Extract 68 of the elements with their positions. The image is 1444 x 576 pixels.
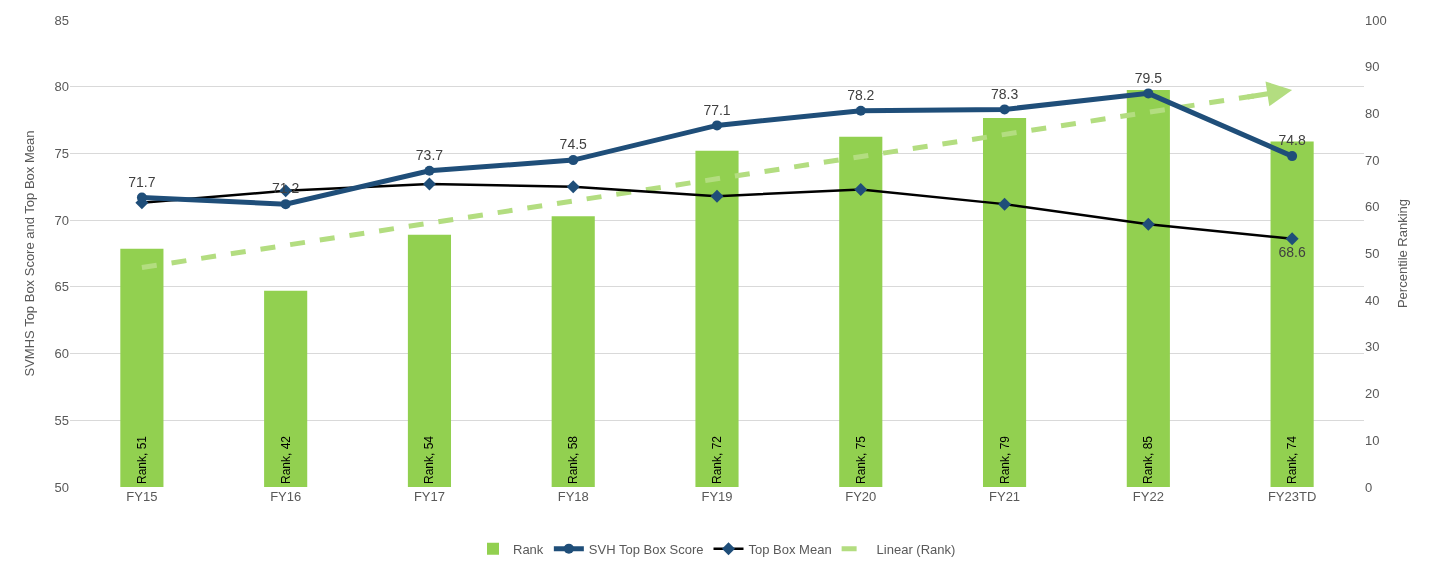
x-tick-label: FY23TD (1267, 489, 1317, 504)
data-label: Rank, 54 (422, 435, 437, 484)
point (1143, 88, 1154, 99)
y2-tick-label: 50 (1365, 246, 1380, 262)
y2-tick-label: 90 (1365, 59, 1380, 75)
y2-tick-label: 70 (1365, 152, 1380, 168)
x-tick-label: FY15 (126, 489, 158, 504)
x-tick-label: FY16 (270, 489, 302, 504)
y2-tick-label: 60 (1365, 199, 1380, 215)
bar (982, 118, 1027, 487)
data-label: Rank, 72 (710, 435, 724, 484)
y2-axis-title: Percentile Ranking (1394, 198, 1410, 309)
y2-tick-label: 0 (1365, 479, 1373, 495)
bar (839, 136, 883, 487)
data-label: 74.5 (559, 136, 588, 153)
bar (264, 290, 308, 487)
y2-tick-label: 10 (1365, 432, 1380, 448)
x-tick-label: FY20 (845, 489, 877, 504)
data-label: Rank, 79 (997, 435, 1012, 484)
legend-label: SVH Top Box Score (588, 541, 704, 557)
legend-label: Linear (Rank) (876, 541, 956, 557)
data-label: 77.1 (703, 101, 731, 118)
x-tick-label: FY17 (413, 489, 445, 504)
bar (551, 216, 595, 487)
point (1287, 151, 1298, 162)
point (999, 104, 1010, 115)
bar (407, 234, 452, 487)
y2-tick-label: 20 (1365, 386, 1380, 402)
data-label: Rank, 51 (134, 435, 149, 484)
bar (120, 248, 164, 487)
data-label: Rank, 85 (1141, 435, 1156, 484)
data-label: 73.7 (415, 147, 444, 164)
data-label: Rank, 74 (1285, 435, 1300, 484)
y-tick-label: 70 (54, 212, 69, 228)
x-tick-label: FY22 (1132, 489, 1164, 504)
point (424, 165, 435, 176)
x-tick-label: FY18 (557, 489, 589, 504)
data-label: Rank, 75 (853, 435, 868, 484)
y-tick-label: 80 (54, 79, 69, 95)
y-tick-label: 55 (54, 412, 69, 428)
point (280, 199, 291, 210)
data-label: 79.5 (1134, 69, 1163, 86)
y-tick-label: 65 (54, 279, 69, 295)
y-tick-label: 50 (54, 479, 69, 495)
data-label: 71.2 (272, 180, 300, 197)
data-label: 71.7 (128, 173, 156, 190)
bar (1126, 90, 1170, 487)
x-tick-label: FY19 (701, 489, 733, 504)
point (855, 105, 866, 116)
y-tick-label: 60 (54, 346, 69, 362)
data-label: 68.6 (1278, 243, 1306, 260)
bar (695, 150, 739, 487)
legend-label: Rank (513, 541, 544, 557)
y2-tick-label: 80 (1365, 105, 1380, 121)
y-tick-label: 85 (54, 12, 69, 28)
y-axis-title: SVMHS Top Box Score and Top Box Mean (22, 130, 37, 377)
y2-tick-label: 40 (1365, 292, 1380, 308)
point (712, 120, 722, 131)
legend-label: Top Box Mean (748, 541, 832, 557)
data-label: 78.3 (990, 85, 1019, 102)
y2-tick-label: 100 (1365, 12, 1387, 28)
data-label: Rank, 58 (566, 435, 581, 484)
data-label: 78.2 (847, 86, 875, 103)
y-tick-label: 75 (54, 145, 69, 161)
data-label: Rank, 42 (278, 435, 293, 484)
x-tick-label: FY21 (989, 489, 1021, 504)
y2-tick-label: 30 (1365, 339, 1380, 355)
point (568, 155, 579, 166)
